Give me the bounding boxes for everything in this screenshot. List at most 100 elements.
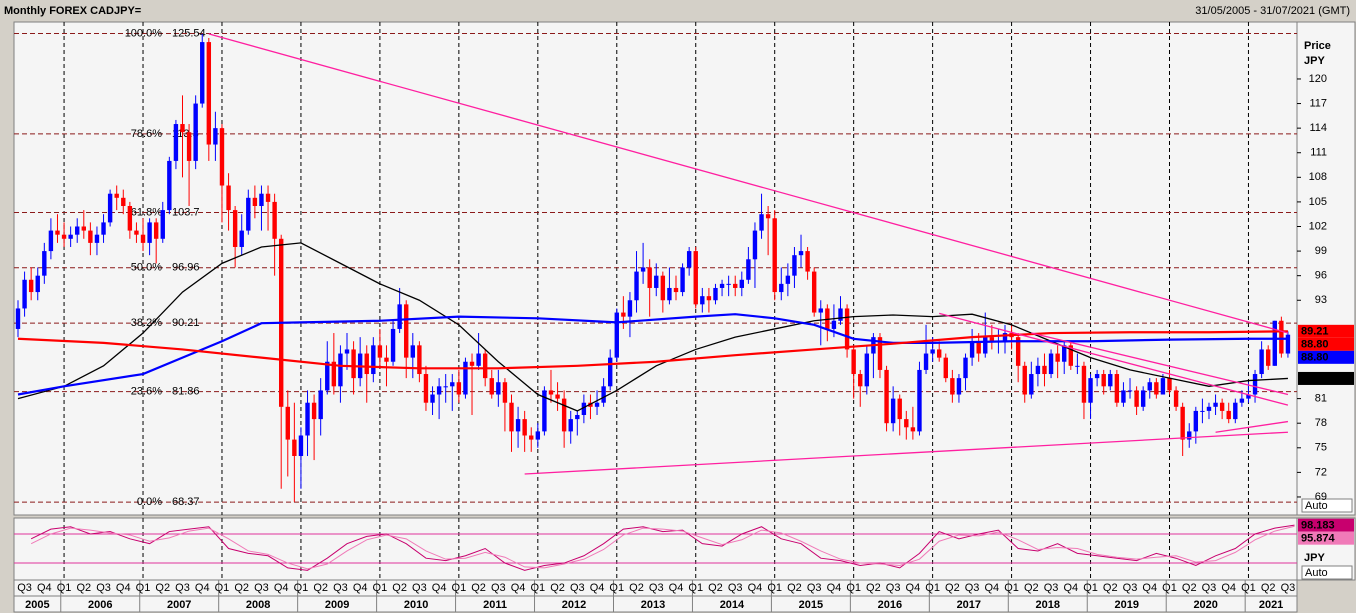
candle-body (779, 283, 784, 293)
price-tag-label: 95.874 (1301, 533, 1336, 545)
candle-body (660, 275, 666, 301)
candle-body (121, 197, 126, 207)
quarter-label: Q3 (412, 582, 427, 594)
candle-body (1121, 390, 1126, 403)
candle-body (436, 386, 442, 395)
candle-body (851, 349, 856, 375)
quarter-label: Q4 (590, 582, 605, 594)
quarter-label: Q4 (37, 582, 52, 594)
fib-value: 113.3 (172, 128, 199, 140)
quarter-label: Q1 (136, 582, 151, 594)
candle-body (1219, 402, 1225, 411)
price-tag (1298, 518, 1354, 532)
candle-body (923, 353, 929, 370)
candle-body (1285, 334, 1291, 354)
moving-average (17, 313, 1288, 396)
axis-unit: JPY (1304, 55, 1325, 67)
candle-body (1180, 406, 1185, 440)
oscillator-line (30, 525, 1295, 570)
candle-body (252, 197, 258, 207)
year-label: 2016 (878, 599, 902, 611)
candle-body (15, 308, 21, 329)
candle-body (423, 374, 429, 403)
y-tick-label: 75 (1315, 442, 1327, 454)
candle-body (305, 402, 310, 436)
price-tag-label: 89.21 (1301, 326, 1329, 338)
candle-body (410, 345, 415, 358)
auto-button[interactable] (1301, 565, 1353, 580)
y-tick-label: 93 (1315, 294, 1327, 306)
candle-body (937, 349, 942, 358)
candle-body (180, 124, 185, 133)
candle-body (371, 345, 376, 375)
candle-body (28, 279, 34, 293)
candle-body (502, 382, 508, 403)
auto-label[interactable]: Auto (1305, 567, 1328, 579)
quarter-label: Q4 (1221, 582, 1236, 594)
y-tick-label: 105 (1309, 196, 1327, 208)
fib-percent: 78.6% (131, 128, 162, 140)
fib-value: 103.7 (172, 206, 200, 218)
candle-body (1154, 382, 1159, 395)
candle-body (680, 267, 685, 293)
fib-percent: 0.0% (137, 496, 162, 508)
quarter-label: Q1 (846, 582, 861, 594)
quarter-label: Q1 (530, 582, 545, 594)
candle-body (167, 160, 172, 211)
quarter-label: Q4 (116, 582, 131, 594)
year-label: 2009 (325, 599, 349, 611)
candle-body (1022, 365, 1027, 395)
quarter-label: Q2 (313, 582, 328, 594)
candle-body (1167, 378, 1172, 391)
y-tick-label: 117 (1309, 97, 1327, 109)
candle-body (489, 378, 494, 395)
candle-body (706, 296, 712, 301)
candle-body (55, 230, 60, 235)
quarter-label: Q2 (392, 582, 407, 594)
candle-body (1029, 374, 1034, 395)
candle-body (1114, 374, 1120, 403)
oscillator-line (30, 524, 1295, 571)
candle-body (825, 308, 830, 329)
candle-body (555, 394, 560, 399)
quarter-label: Q2 (1024, 582, 1039, 594)
quarter-label: Q4 (1063, 582, 1078, 594)
year-label: 2020 (1193, 599, 1217, 611)
candle-body (877, 337, 883, 370)
candle-body (68, 234, 73, 239)
candle-body (1055, 353, 1060, 362)
quarter-label: Q3 (254, 582, 269, 594)
year-label: 2006 (88, 599, 112, 611)
candle-body (482, 353, 488, 379)
candle-body (1272, 320, 1277, 366)
price-tag-label: 88.80 (1301, 352, 1329, 364)
candle-body (134, 230, 139, 235)
candle-body (1088, 378, 1093, 403)
candle-body (331, 361, 337, 387)
candle-body (719, 283, 725, 288)
auto-label[interactable]: Auto (1305, 500, 1328, 512)
candle-body (94, 234, 100, 243)
candle-body (1187, 431, 1192, 440)
quarter-label: Q4 (827, 582, 842, 594)
price-tag-label: 83.46 (1301, 373, 1329, 385)
quarter-label: Q2 (945, 582, 960, 594)
quarter-label: Q3 (807, 582, 822, 594)
quarter-label: Q4 (432, 582, 447, 594)
candle-body (1213, 402, 1218, 407)
candle-body (884, 369, 889, 424)
year-label: 2013 (641, 599, 665, 611)
quarter-label: Q2 (629, 582, 644, 594)
year-label: 2018 (1036, 599, 1060, 611)
y-tick-label: 102 (1309, 220, 1327, 232)
fib-percent: 50.0% (131, 262, 162, 274)
candle-body (239, 230, 244, 247)
auto-button[interactable] (1301, 498, 1353, 513)
quarter-label: Q2 (866, 582, 881, 594)
candle-body (1042, 365, 1047, 375)
price-tag-label: 88.80 (1301, 339, 1329, 351)
candle-body (890, 398, 896, 424)
candle-body (265, 193, 271, 202)
candle-body (976, 341, 981, 354)
